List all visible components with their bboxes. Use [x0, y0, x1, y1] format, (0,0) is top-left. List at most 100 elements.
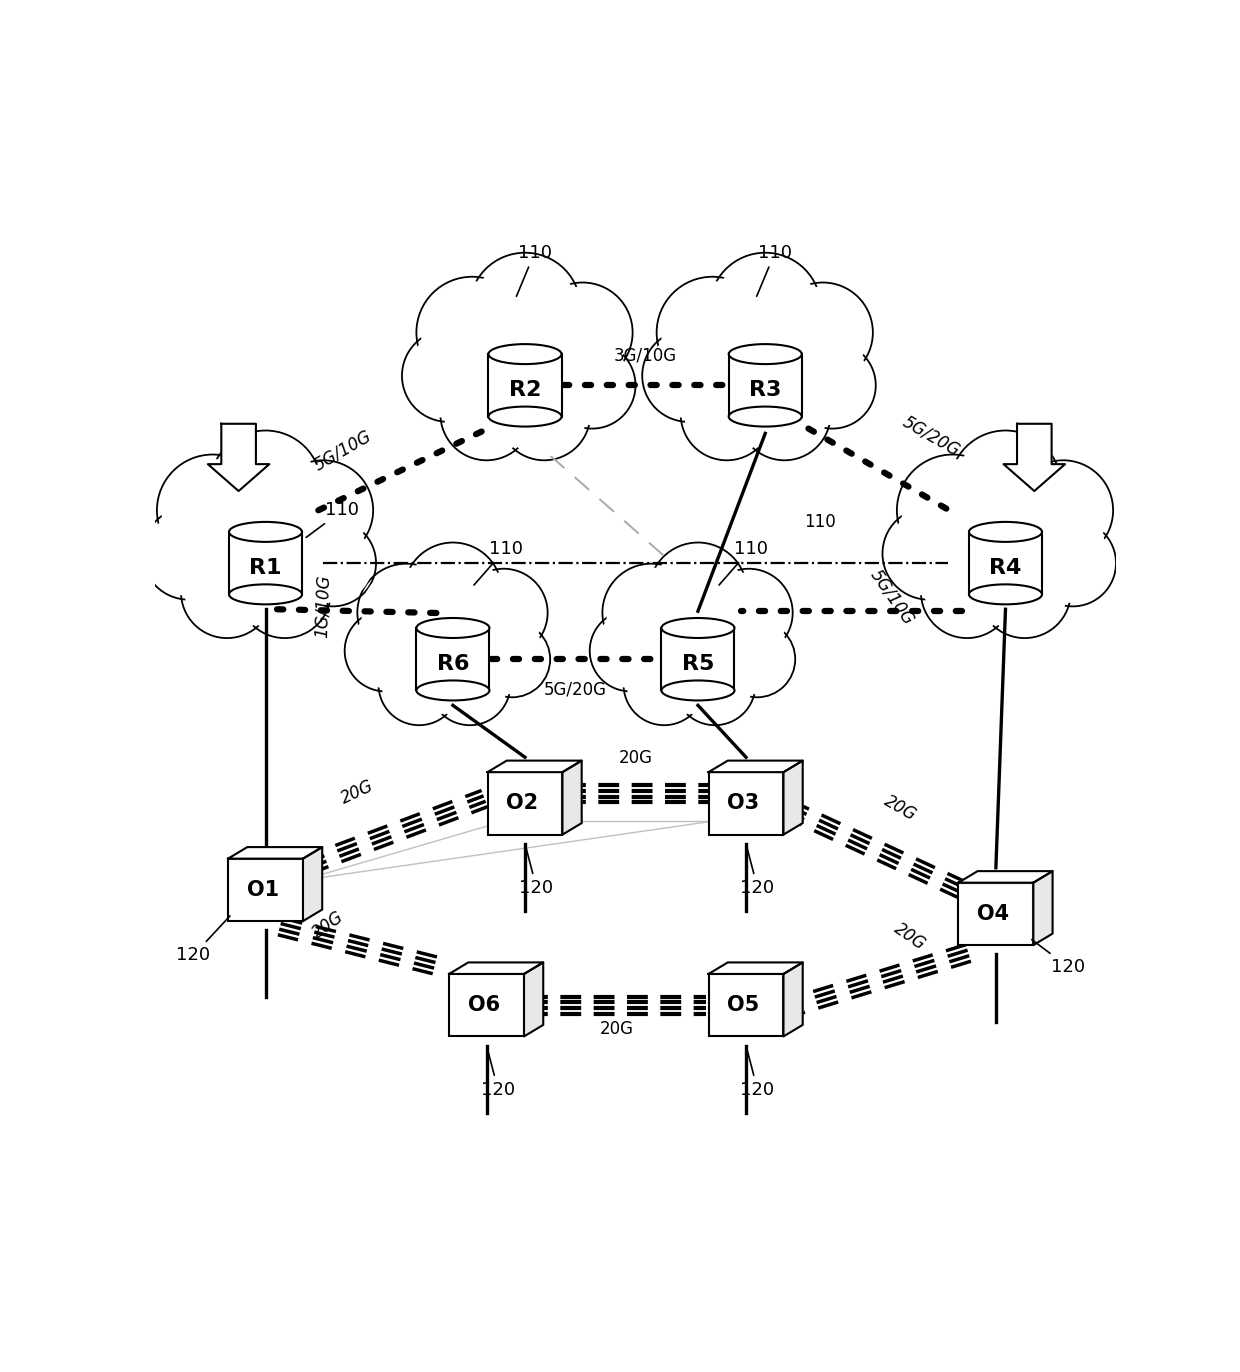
Bar [708, 772, 784, 834]
Circle shape [982, 550, 1068, 634]
Circle shape [464, 572, 544, 653]
Circle shape [477, 624, 547, 694]
Bar [228, 859, 303, 921]
Text: 3G/10G: 3G/10G [614, 346, 677, 364]
Circle shape [405, 333, 491, 418]
Circle shape [742, 372, 827, 457]
Text: 20G: 20G [880, 792, 919, 825]
Circle shape [433, 648, 507, 722]
Circle shape [646, 333, 730, 418]
Circle shape [714, 257, 816, 359]
Polygon shape [208, 424, 269, 491]
Polygon shape [708, 760, 802, 772]
Circle shape [348, 613, 423, 689]
Ellipse shape [417, 681, 490, 701]
Text: O2: O2 [506, 793, 538, 814]
Bar [417, 628, 490, 690]
Text: 110: 110 [719, 539, 768, 584]
Text: R3: R3 [749, 380, 781, 401]
Text: 120: 120 [520, 847, 553, 897]
Text: 5G/10G: 5G/10G [867, 565, 918, 628]
Text: 120: 120 [1032, 940, 1085, 975]
Circle shape [708, 572, 789, 653]
Bar [449, 974, 525, 1036]
Circle shape [502, 372, 587, 457]
Circle shape [420, 281, 523, 384]
Text: 120: 120 [740, 847, 775, 897]
Text: 110: 110 [756, 244, 792, 296]
Circle shape [146, 512, 231, 595]
Circle shape [382, 648, 456, 722]
Text: O6: O6 [467, 995, 500, 1015]
Text: 5G/20G: 5G/20G [899, 412, 963, 460]
Circle shape [661, 281, 764, 384]
Text: R6: R6 [436, 654, 469, 674]
Text: O5: O5 [727, 995, 759, 1015]
Circle shape [722, 624, 792, 694]
Bar [489, 354, 562, 417]
Circle shape [626, 648, 702, 722]
Text: 1G/10G: 1G/10G [312, 575, 332, 638]
Circle shape [161, 460, 264, 561]
Circle shape [537, 287, 629, 379]
Circle shape [955, 435, 1056, 538]
Ellipse shape [661, 617, 734, 638]
Polygon shape [563, 760, 582, 834]
Circle shape [242, 550, 327, 634]
Circle shape [593, 613, 667, 689]
Bar [959, 882, 1033, 945]
Text: R4: R4 [990, 558, 1022, 578]
Polygon shape [449, 962, 543, 974]
Text: O1: O1 [247, 879, 279, 900]
Polygon shape [228, 847, 322, 859]
Ellipse shape [661, 681, 734, 701]
Circle shape [606, 568, 697, 657]
Circle shape [684, 372, 769, 457]
Text: 20G: 20G [337, 777, 376, 807]
Text: 120: 120 [740, 1048, 775, 1099]
Ellipse shape [729, 344, 802, 364]
Circle shape [652, 546, 743, 637]
Bar [229, 532, 303, 594]
Text: 5G/10G: 5G/10G [310, 427, 374, 473]
Ellipse shape [489, 406, 562, 427]
Polygon shape [1003, 424, 1065, 491]
Polygon shape [784, 760, 802, 834]
Circle shape [444, 372, 529, 457]
Circle shape [777, 287, 869, 379]
Circle shape [1033, 523, 1112, 602]
Text: 20G: 20G [890, 919, 929, 954]
Ellipse shape [229, 521, 303, 542]
Polygon shape [525, 962, 543, 1036]
Circle shape [474, 257, 577, 359]
Ellipse shape [729, 406, 802, 427]
Circle shape [677, 648, 753, 722]
Polygon shape [487, 760, 582, 772]
Text: 20G: 20G [309, 908, 347, 943]
Circle shape [925, 550, 1009, 634]
Ellipse shape [489, 344, 562, 364]
Circle shape [887, 512, 971, 595]
Circle shape [1017, 464, 1109, 556]
Polygon shape [708, 962, 802, 974]
Text: 120: 120 [481, 1048, 515, 1099]
Polygon shape [1033, 871, 1053, 945]
Text: 110: 110 [474, 539, 523, 584]
Ellipse shape [417, 617, 490, 638]
Polygon shape [303, 847, 322, 921]
Text: 110: 110 [516, 244, 552, 296]
Circle shape [278, 464, 370, 556]
Circle shape [361, 568, 451, 657]
Text: R2: R2 [508, 380, 541, 401]
Polygon shape [784, 962, 802, 1036]
Text: 20G: 20G [619, 749, 652, 767]
Bar [708, 974, 784, 1036]
Polygon shape [959, 871, 1053, 882]
Ellipse shape [968, 521, 1042, 542]
Text: 120: 120 [176, 916, 229, 965]
Circle shape [553, 346, 632, 425]
Circle shape [215, 435, 316, 538]
Circle shape [185, 550, 269, 634]
Text: O3: O3 [727, 793, 759, 814]
Ellipse shape [229, 584, 303, 604]
